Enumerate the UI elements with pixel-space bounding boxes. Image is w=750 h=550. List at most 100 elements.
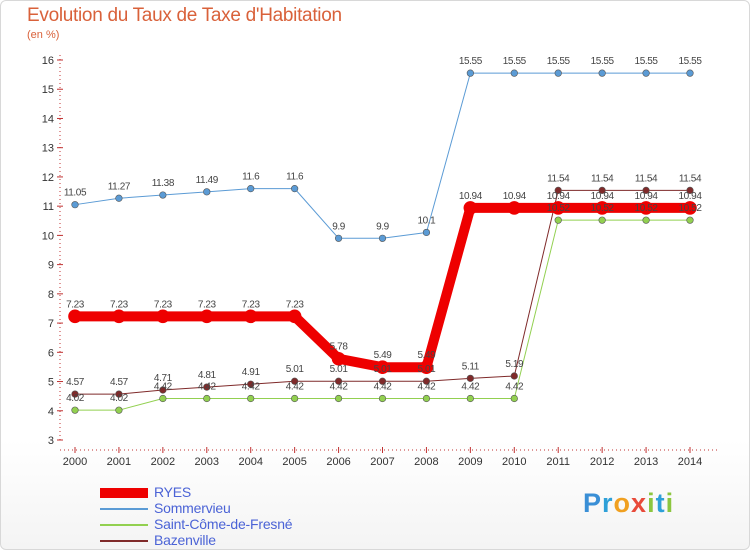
data-point: [334, 377, 343, 385]
data-label: 11.54: [547, 173, 570, 184]
legend-swatch: [100, 540, 148, 542]
data-point: [199, 309, 214, 324]
data-label: 4.57: [66, 377, 85, 388]
y-tick-label: 8: [48, 289, 54, 301]
data-label: 5.49: [417, 350, 436, 361]
data-point: [466, 374, 474, 382]
data-label: 15.55: [591, 56, 615, 67]
y-tick-label: 16: [42, 55, 54, 67]
chart-title: Evolution du Taux de Taxe d'Habitation: [27, 5, 342, 26]
data-point: [642, 186, 650, 194]
data-point: [554, 69, 562, 77]
data-label: 4.42: [374, 381, 393, 392]
data-label: 7.23: [110, 299, 129, 310]
logo-letter: i: [647, 488, 656, 518]
data-label: 10.52: [591, 203, 615, 214]
data-label: 5.78: [330, 342, 349, 353]
data-point: [466, 394, 474, 403]
y-tick-label: 10: [42, 230, 54, 242]
logo-letter: i: [665, 488, 675, 518]
data-point: [598, 69, 606, 77]
chart-subtitle: (en %): [27, 29, 60, 41]
data-point: [291, 185, 299, 193]
data-label: 10.1: [417, 215, 436, 226]
x-tick-label: 2005: [282, 456, 306, 468]
x-tick-label: 2014: [678, 456, 702, 468]
data-point: [422, 394, 431, 403]
data-point: [68, 309, 82, 324]
data-label: 15.55: [678, 56, 702, 67]
data-point: [686, 186, 694, 194]
legend-label: Sommervieu: [154, 500, 231, 516]
data-point: [334, 234, 343, 242]
y-tick-label: 3: [48, 435, 54, 447]
x-tick-label: 2000: [63, 456, 87, 468]
y-tick-label: 12: [42, 172, 54, 184]
data-point: [115, 406, 123, 414]
data-label: 11.05: [64, 188, 87, 199]
y-tick-label: 14: [42, 113, 54, 125]
data-label: 10.94: [459, 191, 483, 202]
logo-letter: t: [655, 488, 666, 518]
data-point: [203, 383, 211, 391]
data-point: [642, 216, 650, 224]
data-label: 7.23: [66, 299, 85, 310]
data-point: [159, 386, 167, 394]
chart-data-labels: 11.05 11.27 11.38 11.49 11.6 11.6 9.9 9.9 10.1 15…: [64, 56, 703, 404]
data-point: [686, 69, 694, 77]
data-point: [287, 309, 302, 324]
logo-letter: P: [583, 488, 603, 518]
data-point: [247, 185, 255, 193]
data-label: 10.94: [547, 191, 571, 202]
data-label: 4.42: [505, 381, 524, 392]
data-label: 7.23: [198, 299, 217, 310]
x-tick-label: 2002: [151, 456, 175, 468]
legend-swatch: [100, 524, 148, 526]
data-point: [115, 390, 123, 398]
x-tick-label: 2001: [107, 456, 131, 468]
data-label: 10.52: [547, 203, 571, 214]
data-point: [291, 377, 299, 385]
y-tick-label: 9: [48, 260, 54, 272]
data-label: 9.9: [332, 221, 346, 232]
data-label: 11.49: [196, 175, 219, 186]
y-tick-label: 15: [42, 84, 54, 96]
data-label: 15.55: [547, 56, 571, 67]
legend-label: Bazenville: [154, 532, 216, 548]
data-label: 4.42: [242, 381, 261, 392]
y-tick-label: 6: [48, 347, 54, 359]
data-point: [378, 234, 387, 242]
x-tick-label: 2003: [195, 456, 219, 468]
data-label: 10.94: [678, 191, 702, 202]
data-point: [510, 394, 518, 403]
data-point: [507, 201, 522, 215]
data-label: 4.42: [330, 381, 349, 392]
legend-swatch: [100, 488, 148, 498]
logo-letter: o: [613, 488, 632, 518]
data-label: 10.52: [678, 203, 702, 214]
x-tick-label: 2013: [634, 456, 658, 468]
data-point: [422, 228, 431, 237]
data-label: 4.71: [154, 373, 173, 384]
data-label: 11.54: [635, 173, 658, 184]
data-point: [683, 201, 697, 215]
data-point: [463, 201, 478, 215]
data-label: 5.19: [505, 359, 524, 370]
data-label: 5.01: [286, 364, 305, 375]
chart-axes: 3 4 5 6 7 8 9 10 11 12 13 14 15 16 2000 2001 2002 2003 200…: [42, 55, 720, 468]
x-tick-label: 2011: [546, 456, 570, 468]
data-point: [510, 372, 518, 380]
logo-letter: x: [631, 488, 648, 518]
data-point: [595, 201, 609, 215]
data-point: [378, 377, 387, 385]
data-point: [642, 69, 650, 77]
data-label: 4.91: [242, 367, 261, 378]
data-label: 15.55: [503, 56, 527, 67]
legend-label: Saint-Côme-de-Fresné: [154, 516, 293, 532]
y-tick-label: 7: [48, 318, 54, 330]
data-label: 11.6: [242, 172, 260, 183]
data-point: [639, 201, 653, 215]
data-label: 7.23: [286, 299, 305, 310]
data-point: [375, 360, 390, 375]
